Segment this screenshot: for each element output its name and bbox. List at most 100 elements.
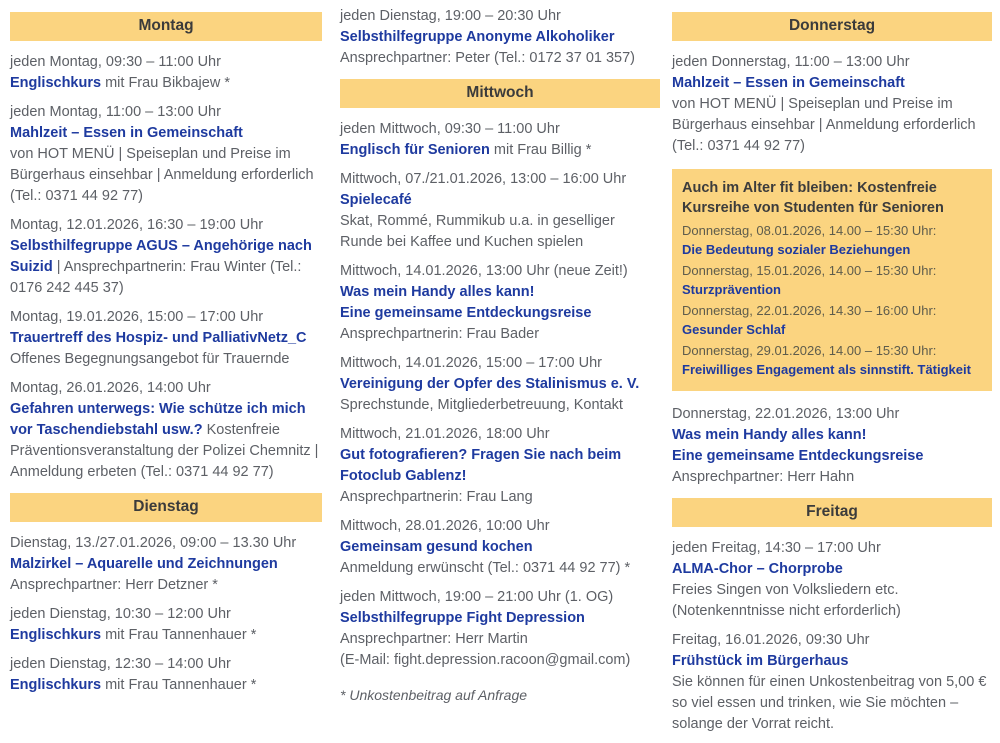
event-detail: von HOT MENÜ | Speiseplan und Preise im … [10,146,314,204]
event-detail: Ansprechpartner: Peter (Tel.: 0172 37 01… [340,50,636,66]
event-entry: Mittwoch, 14.01.2026, 13:00 Uhr (neue Ze… [340,261,660,345]
event-date: Dienstag, 13./27.01.2026, 09:00 – 13.30 … [10,535,297,551]
event-title: Eine gemeinsame Entdeckungsreise [672,448,924,464]
event-detail: Skat, Rommé, Rummikub u.a. in geselliger… [340,213,615,250]
event-detail: (E-Mail: fight.depression.racoon@gmail.c… [340,652,631,668]
day-header-montag: Montag [10,12,322,41]
event-detail: Ansprechpartner: Herr Detzner * [10,577,218,593]
event-title: Selbsthilfegruppe Anonyme Alkoholiker [340,29,615,45]
event-entry: jeden Dienstag, 12:30 – 14:00 Uhr Englisc… [10,654,322,696]
event-date: jeden Dienstag, 12:30 – 14:00 Uhr [10,656,231,672]
event-title: Frühstück im Bürgerhaus [672,653,849,669]
footnote: * Unkostenbeitrag auf Anfrage [340,687,528,703]
event-title: Englisch für Senioren [340,142,490,158]
event-detail: Ansprechpartner: Herr Martin [340,631,528,647]
event-date: Montag, 19.01.2026, 15:00 – 17:00 Uhr [10,309,264,325]
event-date: Montag, 26.01.2026, 14:00 Uhr [10,380,211,396]
event-entry: Mittwoch, 28.01.2026, 10:00 Uhr Gemeinsam… [340,516,660,579]
event-entry: Mittwoch, 21.01.2026, 18:00 Uhr Gut fotog… [340,424,660,508]
event-entry: jeden Montag, 11:00 – 13:00 Uhr Mahlzeit … [10,102,322,207]
event-entry: Montag, 19.01.2026, 15:00 – 17:00 Uhr Tra… [10,307,322,370]
event-title: Selbsthilfegruppe Fight Depression [340,610,585,626]
event-date: Mittwoch, 14.01.2026, 15:00 – 17:00 Uhr [340,355,602,371]
event-date: Mittwoch, 28.01.2026, 10:00 Uhr [340,518,550,534]
event-title: Englischkurs [10,677,102,693]
event-title: Was mein Handy alles kann! [340,284,535,300]
promo-item-date: Donnerstag, 22.01.2026, 14.30 – 16:00 Uh… [682,303,937,318]
event-entry: Mittwoch, 14.01.2026, 15:00 – 17:00 Uhr V… [340,353,660,416]
event-entry: Mittwoch, 07./21.01.2026, 13:00 – 16:00 … [340,169,660,253]
event-date: Mittwoch, 14.01.2026, 13:00 Uhr (neue Ze… [340,263,628,279]
event-detail: Ansprechpartnerin: Frau Lang [340,489,533,505]
event-detail: Sie können für einen Unkostenbeitrag von… [672,674,987,732]
day-header-freitag: Freitag [672,498,992,527]
event-detail: mit Frau Tannenhauer * [101,627,257,643]
promo-title: Auch im Alter fit bleiben: Kostenfreie K… [682,180,944,216]
event-detail: mit Frau Tannenhauer * [101,677,257,693]
promo-item-title: Gesunder Schlaf [682,322,786,337]
event-date: jeden Dienstag, 19:00 – 20:30 Uhr [340,8,561,24]
event-entry: Freitag, 16.01.2026, 09:30 Uhr Frühstück … [672,630,992,735]
promo-item-date: Donnerstag, 08.01.2026, 14.00 – 15:30 Uh… [682,223,937,238]
column-thursday-friday: Donnerstag jeden Donnerstag, 11:00 – 13:0… [672,6,992,743]
promo-item: Donnerstag, 08.01.2026, 14.00 – 15:30 Uh… [682,221,982,259]
event-title: Malzirkel – Aquarelle und Zeichnungen [10,556,278,572]
event-date: jeden Donnerstag, 11:00 – 13:00 Uhr [672,54,910,70]
day-header-mittwoch: Mittwoch [340,79,660,108]
event-title: Trauertreff des Hospiz- und PalliativNet… [10,330,307,346]
event-entry: jeden Mittwoch, 19:00 – 21:00 Uhr (1. OG… [340,587,660,671]
column-monday-tuesday: Montag jeden Montag, 09:30 – 11:00 Uhr Eng… [10,6,322,743]
event-date: Mittwoch, 07./21.01.2026, 13:00 – 16:00 … [340,171,627,187]
event-entry: jeden Dienstag, 10:30 – 12:00 Uhr Englisc… [10,604,322,646]
event-detail: (Notenkenntnisse nicht erforderlich) [672,603,901,619]
event-title: Vereinigung der Opfer des Stalinismus e.… [340,376,640,392]
promo-item: Donnerstag, 22.01.2026, 14.30 – 16:00 Uh… [682,301,982,339]
event-detail: von HOT MENÜ | Speiseplan und Preise im … [672,96,976,154]
event-detail: Offenes Begegnungsangebot für Trauernde [10,351,290,367]
event-date: jeden Mittwoch, 19:00 – 21:00 Uhr (1. OG… [340,589,614,605]
event-title: Mahlzeit – Essen in Gemeinschaft [10,125,243,141]
day-header-dienstag: Dienstag [10,493,322,522]
event-title: ALMA-Chor – Chorprobe [672,561,843,577]
event-date: jeden Mittwoch, 09:30 – 11:00 Uhr [340,121,560,137]
event-title: Mahlzeit – Essen in Gemeinschaft [672,75,905,91]
event-entry: Montag, 26.01.2026, 14:00 Uhr Gefahren un… [10,378,322,483]
event-entry: Donnerstag, 22.01.2026, 13:00 Uhr Was mei… [672,404,992,488]
event-detail: Anmeldung erwünscht (Tel.: 0371 44 92 77… [340,560,631,576]
event-entry: jeden Mittwoch, 09:30 – 11:00 Uhr Englisc… [340,119,660,161]
promo-item: Donnerstag, 15.01.2026, 14.00 – 15:30 Uh… [682,261,982,299]
promo-item-title: Die Bedeutung sozialer Beziehungen [682,242,911,257]
event-title: Gemeinsam gesund kochen [340,539,533,555]
event-entry: jeden Dienstag, 19:00 – 20:30 Uhr Selbsth… [340,6,660,69]
event-entry: jeden Montag, 09:30 – 11:00 Uhr Englischk… [10,52,322,94]
event-date: Montag, 12.01.2026, 16:30 – 19:00 Uhr [10,217,264,233]
event-detail: Sprechstunde, Mitgliederbetreuung, Konta… [340,397,623,413]
event-detail: mit Frau Bikbajew * [101,75,230,91]
promo-item-title: Sturzprävention [682,282,781,297]
event-entry: Dienstag, 13./27.01.2026, 09:00 – 13.30 … [10,533,322,596]
event-title: Englischkurs [10,75,102,91]
promo-item-date: Donnerstag, 29.01.2026, 14.00 – 15:30 Uh… [682,343,937,358]
day-header-donnerstag: Donnerstag [672,12,992,41]
event-date: Freitag, 16.01.2026, 09:30 Uhr [672,632,870,648]
event-date: Mittwoch, 21.01.2026, 18:00 Uhr [340,426,550,442]
event-date: jeden Montag, 11:00 – 13:00 Uhr [10,104,221,120]
event-date: Donnerstag, 22.01.2026, 13:00 Uhr [672,406,900,422]
event-date: jeden Dienstag, 10:30 – 12:00 Uhr [10,606,231,622]
event-detail: Kostenfreie Präventionsveranstaltung der… [10,422,319,480]
event-date: jeden Freitag, 14:30 – 17:00 Uhr [672,540,881,556]
promo-item-title: Freiwilliges Engagement als sinnstift. T… [682,362,971,377]
promo-box-senior-courses: Auch im Alter fit bleiben: Kostenfreie K… [672,169,992,391]
event-title: Eine gemeinsame Entdeckungsreise [340,305,592,321]
event-entry: Montag, 12.01.2026, 16:30 – 19:00 Uhr Sel… [10,215,322,299]
promo-item-date: Donnerstag, 15.01.2026, 14.00 – 15:30 Uh… [682,263,937,278]
event-title: Was mein Handy alles kann! [672,427,867,443]
event-detail: | Ansprechpartnerin: Frau Winter (Tel.: … [10,259,302,296]
event-title: Gefahren unterwegs: Wie schütze ich mich… [10,401,306,438]
promo-item: Donnerstag, 29.01.2026, 14.00 – 15:30 Uh… [682,341,982,379]
event-detail: mit Frau Billig * [489,142,592,158]
event-detail: Ansprechpartner: Herr Hahn [672,469,855,485]
event-title: Selbsthilfegruppe AGUS – Angehörige nach… [10,238,312,275]
event-title: Englischkurs [10,627,102,643]
